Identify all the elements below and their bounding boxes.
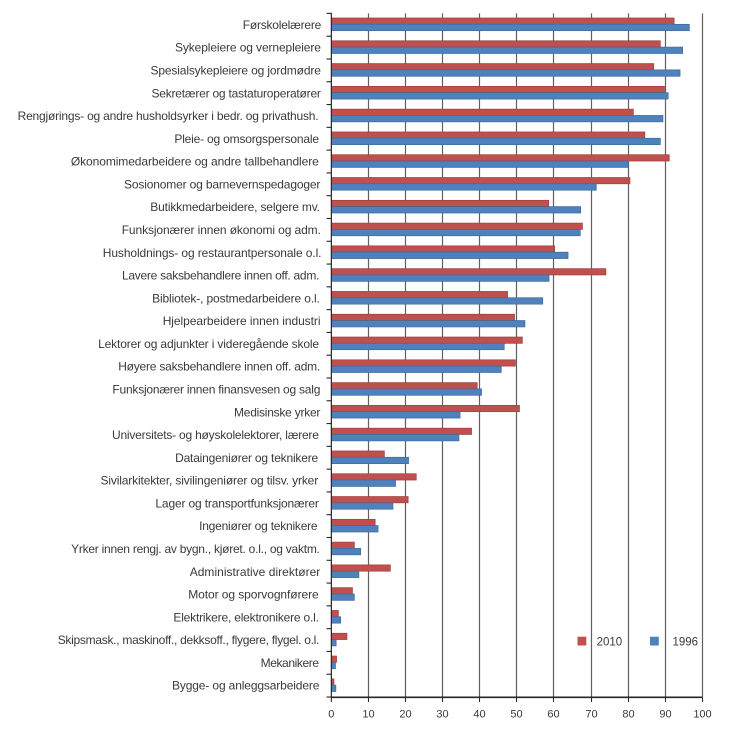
svg-text:Økonomimedarbeidere og andre t: Økonomimedarbeidere og andre tallbehandl…	[71, 155, 319, 169]
svg-text:Pleie- og omsorgspersonale: Pleie- og omsorgspersonale	[174, 132, 319, 146]
svg-text:2010: 2010	[597, 637, 623, 649]
svg-text:0: 0	[328, 709, 334, 721]
svg-text:Yrker innen rengj. av bygn., k: Yrker innen rengj. av bygn., kjøret. o.l…	[71, 542, 320, 556]
svg-text:Hjelpearbeidere innen industri: Hjelpearbeidere innen industri	[163, 314, 321, 328]
svg-text:Sivilarkitekter, sivilingeniør: Sivilarkitekter, sivilingeniører og tils…	[101, 474, 319, 488]
svg-text:10: 10	[362, 709, 374, 721]
svg-text:Funksjonærer innen finansvesen: Funksjonærer innen finansvesen og salg	[112, 382, 320, 396]
svg-text:Sykepleiere og vernepleiere: Sykepleiere og vernepleiere	[175, 41, 321, 55]
svg-text:Mekanikere: Mekanikere	[261, 656, 320, 670]
svg-text:1996: 1996	[673, 637, 699, 649]
svg-text:Rengjørings- og andre husholds: Rengjørings- og andre husholdsyrker i be…	[18, 109, 319, 123]
svg-text:Skipsmask., maskinoff., dekkso: Skipsmask., maskinoff., dekksoff., flyge…	[58, 633, 320, 647]
svg-text:Bibliotek-, postmedarbeidere o: Bibliotek-, postmedarbeidere o.l.	[152, 291, 320, 305]
svg-text:Lektorer og adjunkter i videre: Lektorer og adjunkter i videregående sko…	[98, 337, 319, 351]
svg-text:Spesialsykepleiere og jordmødr: Spesialsykepleiere og jordmødre	[151, 63, 322, 77]
svg-text:Dataingeniører og teknikere: Dataingeniører og teknikere	[175, 451, 318, 465]
svg-text:70: 70	[585, 709, 597, 721]
svg-text:Lager og transportfunksjonærer: Lager og transportfunksjonærer	[155, 496, 319, 510]
svg-text:20: 20	[399, 709, 411, 721]
svg-text:Elektrikere, elektronikere o.l: Elektrikere, elektronikere o.l.	[173, 610, 319, 624]
svg-text:30: 30	[436, 709, 448, 721]
svg-text:Bygge- og anleggsarbeidere: Bygge- og anleggsarbeidere	[172, 679, 320, 693]
svg-text:90: 90	[659, 709, 671, 721]
svg-text:Funksjonærer innen økonomi og: Funksjonærer innen økonomi og adm.	[122, 223, 321, 237]
svg-text:40: 40	[473, 709, 485, 721]
svg-text:Universitets- og høyskolelekto: Universitets- og høyskolelektorer, lærer…	[112, 428, 319, 442]
svg-text:Husholdnings- og restaurantper: Husholdnings- og restaurantpersonale o.l…	[103, 246, 322, 260]
svg-text:50: 50	[510, 709, 522, 721]
svg-text:Lavere saksbehandlere innen of: Lavere saksbehandlere innen off. adm.	[122, 269, 319, 283]
svg-text:Administrative direktører: Administrative direktører	[190, 565, 321, 579]
svg-text:100: 100	[693, 709, 711, 721]
svg-text:Sosionomer og barnevernspedago: Sosionomer og barnevernspedagoger	[124, 177, 320, 191]
svg-text:Ingeniører og teknikere: Ingeniører og teknikere	[199, 519, 318, 533]
svg-text:80: 80	[622, 709, 634, 721]
svg-text:Høyere saksbehandlere innen of: Høyere saksbehandlere innen off. adm.	[118, 360, 320, 374]
svg-text:Medisinske yrker: Medisinske yrker	[234, 405, 320, 419]
svg-text:Sekretærer og tastaturoperatør: Sekretærer og tastaturoperatører	[152, 86, 321, 100]
svg-text:60: 60	[547, 709, 559, 721]
svg-text:Motor og sporvognførere: Motor og sporvognførere	[188, 588, 319, 602]
svg-text:Butikkmedarbeidere, selgere mv: Butikkmedarbeidere, selgere mv.	[150, 200, 320, 214]
svg-text:Førskolelærere: Førskolelærere	[243, 18, 322, 32]
